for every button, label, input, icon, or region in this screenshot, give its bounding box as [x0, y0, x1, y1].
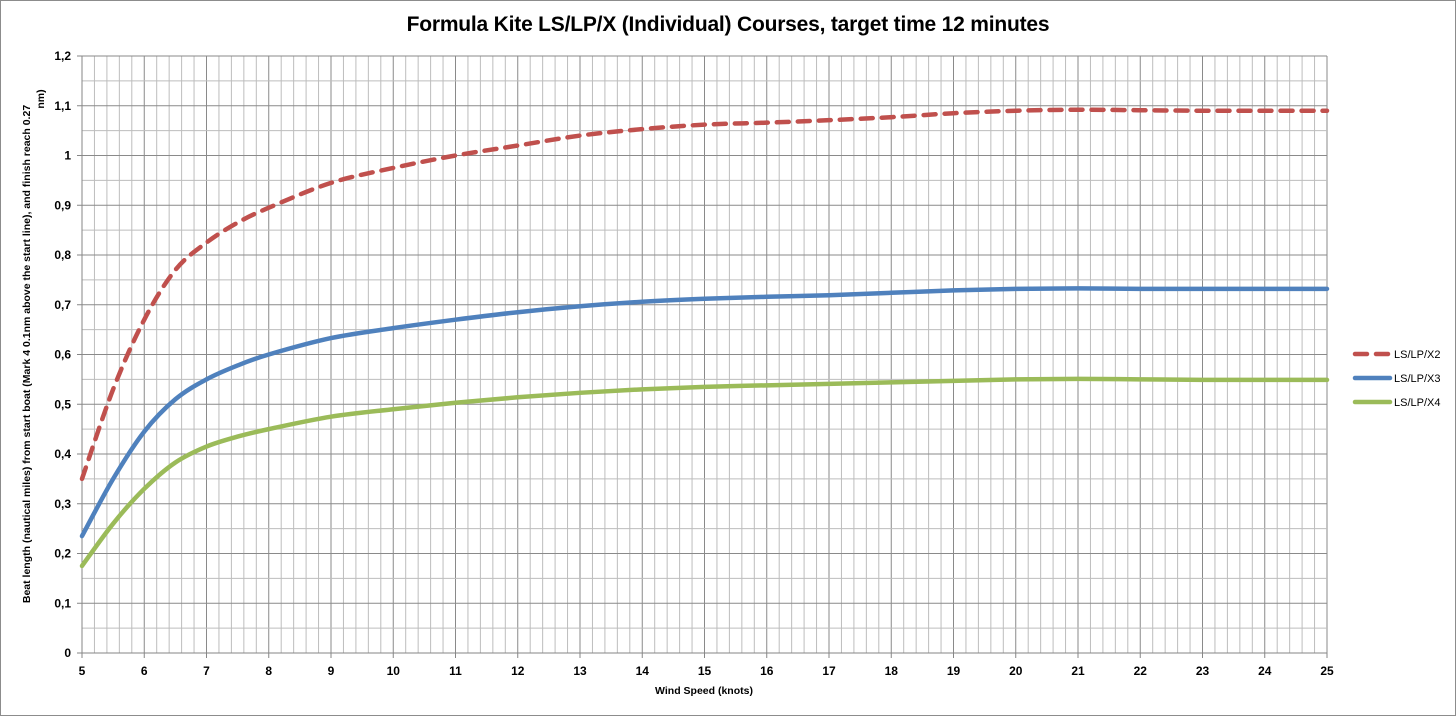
x-tick-label: 19 [947, 664, 961, 678]
y-tick-label: 0,6 [54, 348, 71, 362]
legend-item: LS/LP/X2 [1352, 349, 1440, 361]
y-tick-label: 1,2 [54, 49, 71, 63]
x-tick-label: 14 [636, 664, 650, 678]
x-tick-label: 18 [885, 664, 899, 678]
x-tick-label: 8 [265, 664, 272, 678]
x-axis-title: Wind Speed (knots) [655, 685, 753, 697]
x-tick-label: 21 [1071, 664, 1085, 678]
y-tick-label: 0,7 [54, 298, 71, 312]
y-tick-label: 0,5 [54, 397, 71, 411]
legend-label: LS/LP/X3 [1394, 373, 1440, 385]
data-series [79, 107, 1330, 569]
y-axis-title-line1: Beat length (nautical miles) from start … [21, 105, 33, 603]
y-axis-title-line2: nm) [35, 89, 47, 108]
x-tick-label: 11 [449, 664, 462, 678]
chart-title: Formula Kite LS/LP/X (Individual) Course… [406, 13, 1050, 36]
legend-item: LS/LP/X4 [1352, 397, 1440, 409]
y-tick-label: 1,1 [54, 99, 71, 113]
legend-label: LS/LP/X2 [1394, 349, 1440, 361]
x-tick-label: 13 [573, 664, 587, 678]
x-tick-label: 23 [1196, 664, 1210, 678]
series-line-ls-lp-x2 [79, 107, 1330, 482]
y-tick-label: 1 [64, 149, 71, 163]
legend-label: LS/LP/X4 [1394, 397, 1440, 409]
x-axis-tick-labels: 5 6 7 8 9 10 11 12 13 14 15 16 17 18 19 20 21 22 23 24 25 [79, 664, 1334, 678]
x-tick-label: 16 [760, 664, 774, 678]
y-tick-label: 0,3 [54, 497, 71, 511]
x-tick-label: 20 [1009, 664, 1023, 678]
axes [77, 55, 1328, 658]
x-tick-label: 10 [387, 664, 401, 678]
series-line-ls-lp-x4 [79, 376, 1330, 569]
legend-item: LS/LP/X3 [1352, 373, 1440, 385]
x-tick-label: 9 [328, 664, 335, 678]
x-tick-label: 12 [511, 664, 525, 678]
grid-lines [81, 55, 1328, 654]
x-tick-label: 7 [203, 664, 210, 678]
y-tick-label: 0,1 [54, 596, 71, 610]
x-tick-label: 15 [698, 664, 712, 678]
x-tick-label: 22 [1134, 664, 1148, 678]
y-axis-tick-labels: 0 0,1 0,2 0,3 0,4 0,5 0,6 0,7 0,8 0,9 1 1,1 1,2 [54, 49, 71, 660]
x-tick-label: 25 [1320, 664, 1334, 678]
y-tick-label: 0,2 [54, 547, 71, 561]
x-tick-label: 6 [141, 664, 148, 678]
y-tick-label: 0,4 [54, 447, 71, 461]
y-tick-label: 0 [64, 646, 71, 660]
x-tick-label: 5 [79, 664, 86, 678]
y-tick-label: 0,8 [54, 248, 71, 262]
series-line-ls-lp-x3 [79, 286, 1330, 539]
y-tick-label: 0,9 [54, 198, 71, 212]
x-tick-label: 24 [1258, 664, 1272, 678]
legend: LS/LP/X2 LS/LP/X3 LS/LP/X4 [1352, 349, 1440, 409]
x-tick-label: 17 [822, 664, 836, 678]
